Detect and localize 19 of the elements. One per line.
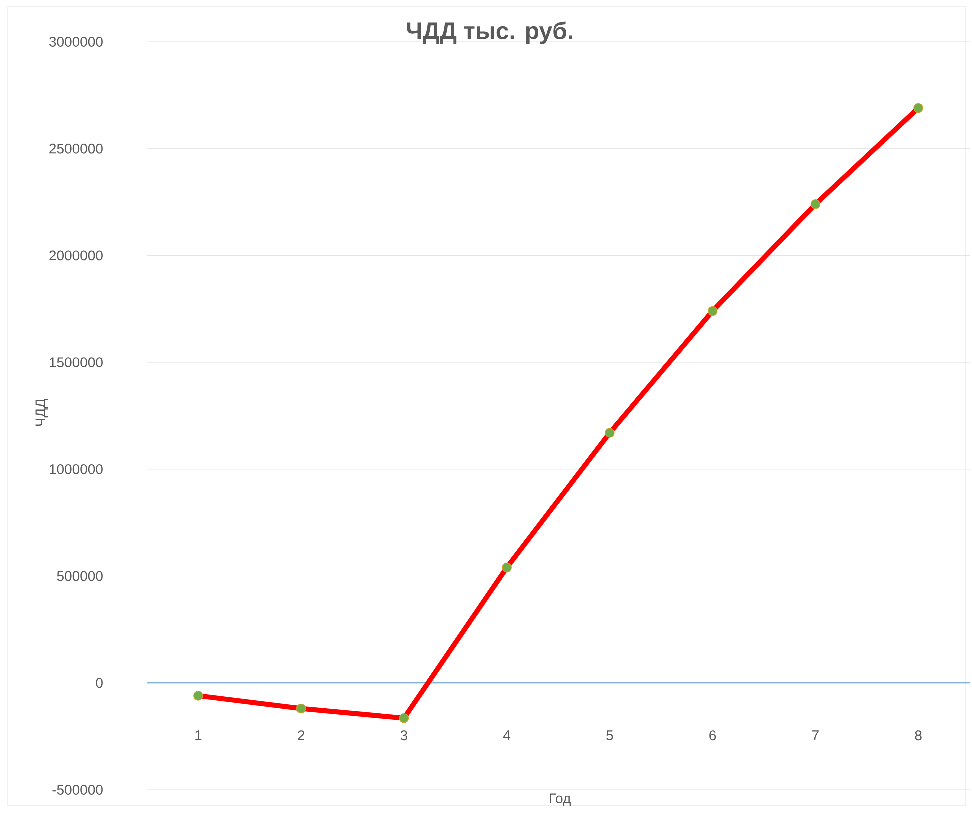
- x-tick-label: 2: [298, 730, 305, 740]
- y-tick-label: 2500000: [50, 144, 103, 154]
- x-tick-label: 8: [915, 730, 922, 741]
- x-tick-label: 1: [196, 730, 202, 740]
- y-tick-label: 500000: [57, 571, 103, 582]
- y-tick-label: -500000: [52, 785, 103, 795]
- x-tick-label: 5: [606, 730, 614, 740]
- y-tick-label: 1500000: [50, 358, 103, 368]
- x-tick-label: 3: [400, 730, 408, 741]
- y-tick-label: 2000000: [50, 250, 103, 261]
- chart-title: ЧДД тыс. руб.: [407, 22, 572, 44]
- y-tick-label: 3000000: [50, 37, 103, 47]
- x-axis-title: Год: [550, 794, 571, 806]
- x-tick-label: 6: [710, 730, 716, 741]
- x-tick-label: 7: [812, 730, 819, 740]
- y-axis-title: ЧДД: [36, 399, 48, 426]
- y-tick-label: 1000000: [50, 464, 103, 474]
- y-tick-label: 0: [96, 678, 103, 688]
- x-tick-label: 4: [503, 730, 511, 740]
